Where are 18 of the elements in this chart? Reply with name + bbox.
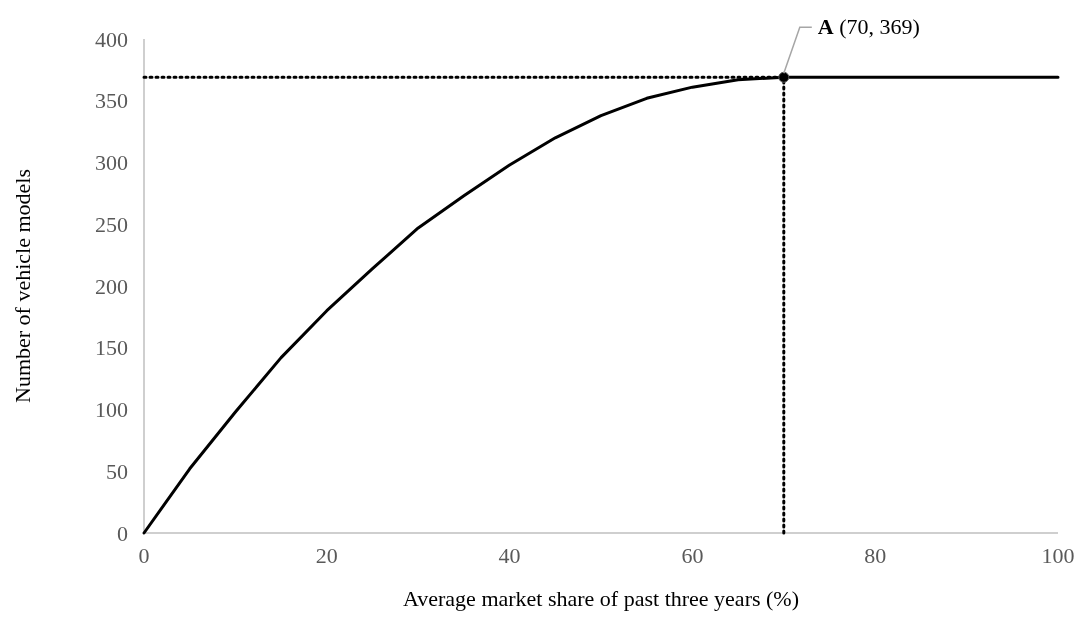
y-tick-label: 50 (106, 458, 128, 484)
y-tick-label: 0 (117, 520, 128, 546)
x-tick-label: 0 (138, 543, 150, 568)
y-tick-label: 100 (95, 397, 128, 423)
y-tick-label: 350 (95, 88, 128, 114)
y-tick-label: 400 (95, 26, 128, 52)
y-tick-label: 250 (95, 211, 128, 237)
x-tick-label: 60 (681, 543, 704, 568)
x-tick-label: 100 (1041, 543, 1075, 568)
x-tick-label: 20 (315, 543, 338, 568)
x-tick-label: 80 (864, 543, 887, 568)
x-axis-title: Average market share of past three years (%) (403, 586, 799, 611)
x-tick-label: 40 (498, 543, 521, 568)
y-tick-label: 300 (95, 150, 128, 176)
y-axis-title: Number of vehicle models (10, 169, 35, 403)
annotation: A (70, 369) (817, 14, 920, 40)
y-tick-label: 200 (95, 273, 128, 299)
y-tick-label: 150 (95, 335, 128, 361)
